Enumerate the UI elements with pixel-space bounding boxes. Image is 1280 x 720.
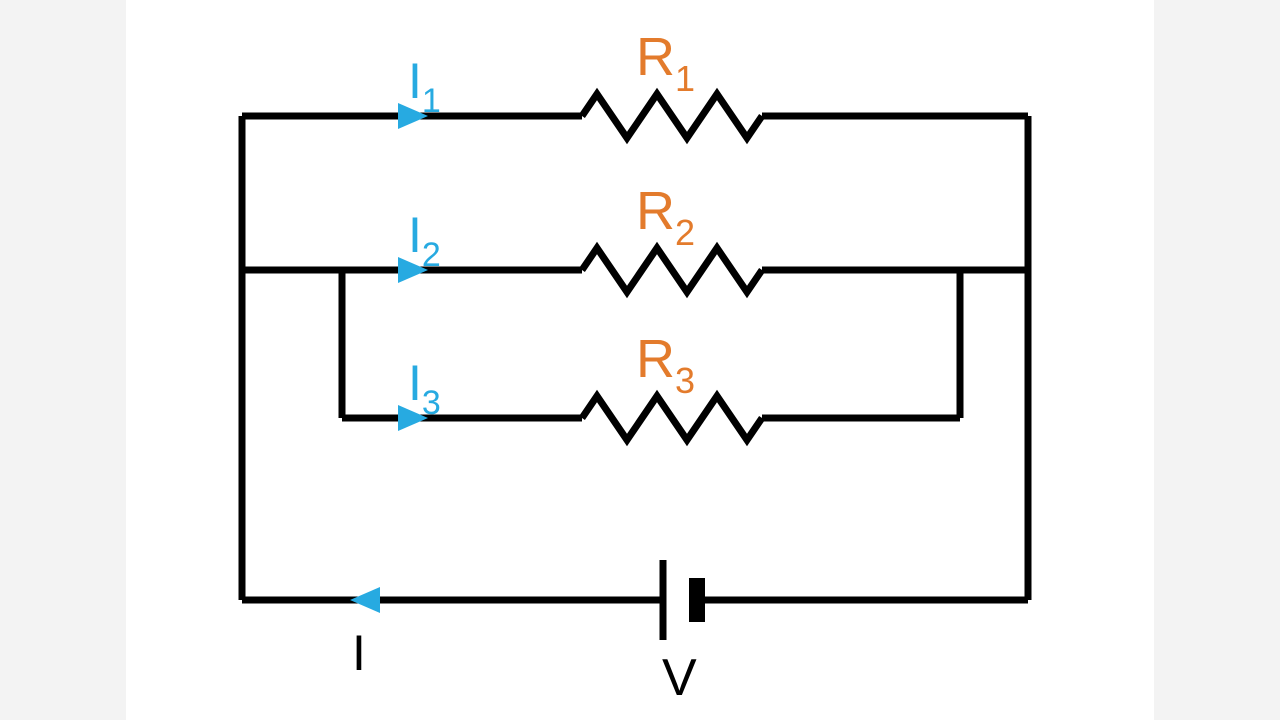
voltage-label-base: V — [662, 648, 697, 708]
resistor-label-3: R3 — [636, 328, 695, 390]
left-letterbox — [0, 0, 126, 720]
current-label-2-sub: 2 — [422, 236, 441, 275]
resistor-icon — [582, 94, 762, 138]
current-label-3: I3 — [408, 354, 441, 412]
current-label-1: I1 — [408, 52, 441, 110]
resistor-label-1-sub: 1 — [675, 58, 695, 100]
total-current-label-base: I — [352, 624, 366, 682]
total-current-label: I — [352, 624, 366, 682]
current-label-2: I2 — [408, 206, 441, 264]
circuit-diagram: { "canvas": { "width": 1280, "height": 7… — [0, 0, 1280, 720]
resistor-label-2-base: R — [636, 180, 675, 242]
resistor-label-1-base: R — [636, 26, 675, 88]
current-label-1-base: I — [408, 52, 422, 110]
resistor-label-2-sub: 2 — [675, 212, 695, 254]
current-label-2-base: I — [408, 206, 422, 264]
resistor-label-3-base: R — [636, 328, 675, 390]
resistor-icon — [582, 248, 762, 292]
current-arrow-icon — [350, 587, 380, 613]
current-label-3-sub: 3 — [422, 384, 441, 423]
right-letterbox — [1154, 0, 1280, 720]
current-label-1-sub: 1 — [422, 82, 441, 121]
current-label-3-base: I — [408, 354, 422, 412]
resistor-label-2: R2 — [636, 180, 695, 242]
resistor-label-3-sub: 3 — [675, 360, 695, 402]
voltage-label: V — [662, 648, 697, 708]
resistor-icon — [582, 396, 762, 440]
resistor-label-1: R1 — [636, 26, 695, 88]
